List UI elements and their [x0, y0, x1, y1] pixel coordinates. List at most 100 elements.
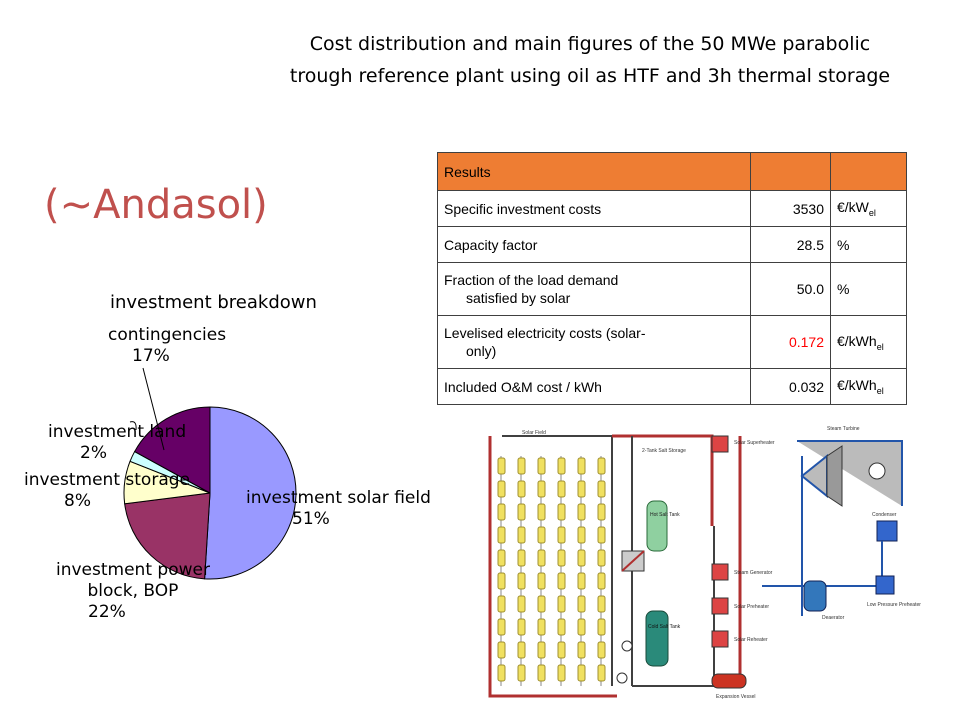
generator	[868, 462, 886, 480]
label-contingencies-pct: 17%	[132, 346, 170, 366]
title-line-1: Cost distribution and main figures of th…	[309, 33, 871, 55]
row-value: 50.0	[750, 262, 831, 316]
collector-module	[537, 457, 546, 475]
pie-slice-investment-power-block-bop	[124, 492, 211, 580]
table-header-row: Results	[437, 152, 907, 191]
label-steam-turbine: Steam Turbine	[827, 426, 860, 432]
collector-module	[497, 503, 506, 521]
collector-module	[577, 618, 586, 636]
collector-module	[537, 503, 546, 521]
collector-module	[557, 618, 566, 636]
label-power-block: investment power block, BOP 22%	[56, 560, 210, 623]
collector-module	[517, 480, 526, 498]
collector-module	[497, 595, 506, 613]
table-row: Specific investment costs 3530 €/kWel	[437, 190, 907, 227]
row-unit: %	[830, 226, 907, 263]
label-hot-salt-tank: Hot Salt Tank	[650, 512, 680, 518]
collector-module	[497, 618, 506, 636]
label-power-block-pct: 22%	[88, 602, 126, 622]
label-solar-field-pct: 51%	[292, 509, 330, 529]
collector-module	[557, 526, 566, 544]
collector-module	[517, 618, 526, 636]
label-condenser: Condenser	[872, 512, 897, 518]
row-value: 0.032	[750, 368, 831, 405]
collector-module	[597, 526, 606, 544]
collector-module	[537, 526, 546, 544]
label-storage-pct: 8%	[64, 491, 91, 511]
collector-module	[497, 526, 506, 544]
collector-module	[517, 549, 526, 567]
label-contingencies: contingencies 17%	[108, 325, 226, 367]
table-header: Results	[437, 152, 751, 191]
cold-salt-tank	[645, 610, 669, 667]
collector-module	[557, 572, 566, 590]
collector-module	[517, 526, 526, 544]
results-table: Results Specific investment costs 3530 €…	[437, 152, 907, 405]
collector-module	[597, 641, 606, 659]
steam-turbine	[826, 445, 843, 507]
collector-module	[537, 595, 546, 613]
hot-salt-tank	[646, 500, 668, 552]
table-row: Fraction of the load demand satisfied by…	[437, 262, 907, 316]
collector-module	[557, 503, 566, 521]
collector-module	[557, 595, 566, 613]
pie-title: investment breakdown	[110, 292, 317, 313]
condenser	[876, 520, 898, 542]
collector-module	[557, 480, 566, 498]
table-row: Levelised electricity costs (solar- only…	[437, 315, 907, 369]
label-land-name: investment land	[48, 422, 187, 442]
label-steam-generator: Steam Generator	[734, 570, 773, 576]
collector-module	[537, 664, 546, 682]
collector-module	[537, 641, 546, 659]
label-land: investment land 2%	[48, 422, 186, 464]
collector-module	[497, 664, 506, 682]
row-unit: €/kWel	[830, 190, 907, 227]
pump	[621, 640, 633, 652]
leader-line-land	[129, 421, 137, 431]
collector-module	[597, 664, 606, 682]
collector-module	[597, 618, 606, 636]
expansion-vessel	[711, 673, 747, 689]
collector-module	[537, 572, 546, 590]
table-header-empty	[750, 152, 831, 191]
collector-module	[577, 480, 586, 498]
label-cold-salt-tank: Cold Salt Tank	[648, 624, 681, 630]
collector-module	[577, 641, 586, 659]
collector-module	[557, 549, 566, 567]
label-preheater: Solar Preheater	[734, 604, 769, 610]
collector-module	[497, 480, 506, 498]
table-header-empty	[830, 152, 907, 191]
label-power-block-name-1: investment power	[56, 560, 210, 580]
collector-module	[497, 572, 506, 590]
label-storage: investment storage 8%	[24, 470, 190, 512]
collector-module	[577, 549, 586, 567]
collector-module	[537, 549, 546, 567]
title-line-2: trough reference plant using oil as HTF …	[289, 65, 891, 87]
row-label: Included O&M cost / kWh	[437, 368, 751, 405]
collector-module	[577, 572, 586, 590]
collector-module	[537, 480, 546, 498]
collector-module	[517, 572, 526, 590]
collector-module	[577, 595, 586, 613]
collector-module	[577, 503, 586, 521]
low-pressure-preheater	[875, 575, 895, 595]
collector-module	[577, 664, 586, 682]
row-value: 3530	[750, 190, 831, 227]
label-lp-preheater: Low Pressure Preheater	[867, 602, 921, 608]
collector-module	[497, 641, 506, 659]
collector-module	[517, 457, 526, 475]
collector-module	[597, 549, 606, 567]
collector-module	[517, 641, 526, 659]
collector-module	[577, 457, 586, 475]
collector-module	[577, 526, 586, 544]
deaerator	[803, 580, 827, 612]
plant-schematic: Solar Field 2-Tank Salt Storage Hot Salt…	[482, 416, 952, 706]
table-row: Included O&M cost / kWh 0.032 €/kWhel	[437, 368, 907, 405]
heat-exchangers	[711, 435, 729, 648]
row-unit: €/kWhel	[830, 315, 907, 369]
row-unit: €/kWhel	[830, 368, 907, 405]
collector-module	[597, 480, 606, 498]
collector-module	[517, 503, 526, 521]
row-label: Capacity factor	[437, 226, 751, 263]
